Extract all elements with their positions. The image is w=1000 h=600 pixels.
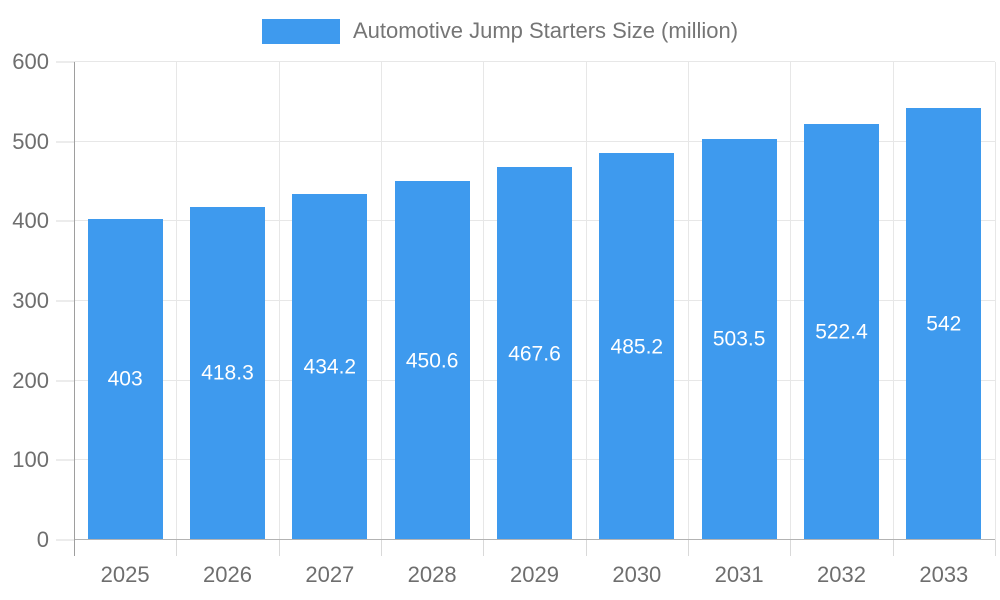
gridline-h xyxy=(74,140,995,142)
x-tick xyxy=(483,540,485,556)
y-tick-label: 300 xyxy=(12,288,49,313)
y-tick-label: 100 xyxy=(12,447,49,473)
y-tick-label: 400 xyxy=(12,208,49,234)
y-tick xyxy=(56,459,74,461)
gridline-v xyxy=(892,62,894,540)
x-tick-label: 2025 xyxy=(100,562,150,587)
bar[interactable]: 418.3 xyxy=(189,206,265,540)
bar-value-label: 522.4 xyxy=(815,320,868,344)
x-tick-label: 2028 xyxy=(407,562,457,587)
bar-value-label: 485.2 xyxy=(610,335,664,359)
bar[interactable]: 485.2 xyxy=(599,153,675,540)
x-tick xyxy=(278,540,280,556)
bar-value-label: 434.2 xyxy=(303,355,357,379)
y-axis-line xyxy=(74,62,75,556)
gridline-h xyxy=(74,61,995,62)
bar[interactable]: 467.6 xyxy=(496,167,572,540)
gridline-v xyxy=(790,62,792,540)
gridline-v xyxy=(585,62,587,540)
x-tick xyxy=(790,540,792,556)
gridline-v xyxy=(380,62,382,540)
x-tick-label: 2026 xyxy=(203,562,252,587)
gridline-v xyxy=(687,62,689,540)
y-tick xyxy=(56,300,74,302)
legend-label: Automotive Jump Starters Size (million) xyxy=(352,18,739,43)
bar[interactable]: 503.5 xyxy=(701,138,777,540)
gridline-v xyxy=(278,62,280,540)
x-tick-label: 2027 xyxy=(305,562,355,587)
bar-value-label: 418.3 xyxy=(201,361,254,385)
x-tick-label: 2030 xyxy=(612,562,662,587)
y-tick xyxy=(56,220,74,222)
bar[interactable]: 542 xyxy=(906,108,982,540)
bar-value-label: 542 xyxy=(926,312,962,336)
x-tick xyxy=(176,540,178,556)
bar-value-label: 450.6 xyxy=(405,349,459,373)
y-tick-label: 600 xyxy=(12,49,49,74)
y-tick xyxy=(56,141,74,143)
x-tick-label: 2031 xyxy=(714,562,764,587)
y-tick-label: 0 xyxy=(36,527,49,552)
x-tick xyxy=(380,540,382,556)
x-tick-label: 2033 xyxy=(919,562,969,587)
bar-value-label: 403 xyxy=(107,367,143,391)
x-tick xyxy=(585,540,587,556)
bar[interactable]: 403 xyxy=(87,218,163,540)
x-tick xyxy=(687,540,689,556)
x-axis-line xyxy=(74,539,995,540)
bar[interactable]: 434.2 xyxy=(292,194,368,540)
x-tick xyxy=(892,540,894,556)
legend-swatch xyxy=(261,18,340,44)
gridline-v xyxy=(995,62,996,540)
bar[interactable]: 522.4 xyxy=(803,123,879,540)
gridline-v xyxy=(176,62,178,540)
y-tick xyxy=(56,61,74,63)
plot-area: 0 100 200 300 400 500 600 403 2025 418.3 2026 434.2… xyxy=(12,51,996,586)
gridline-v xyxy=(483,62,485,540)
y-tick xyxy=(56,380,74,382)
y-tick xyxy=(56,539,74,541)
y-tick-label: 500 xyxy=(12,128,49,154)
legend[interactable]: Automotive Jump Starters Size (million) xyxy=(0,18,1000,44)
bar[interactable]: 450.6 xyxy=(394,181,470,540)
x-tick xyxy=(995,540,996,556)
bar-value-label: 503.5 xyxy=(712,327,766,351)
x-tick-label: 2032 xyxy=(817,562,866,587)
y-tick-label: 200 xyxy=(12,367,49,393)
x-tick-label: 2029 xyxy=(510,562,559,587)
bar-value-label: 467.6 xyxy=(508,342,561,366)
